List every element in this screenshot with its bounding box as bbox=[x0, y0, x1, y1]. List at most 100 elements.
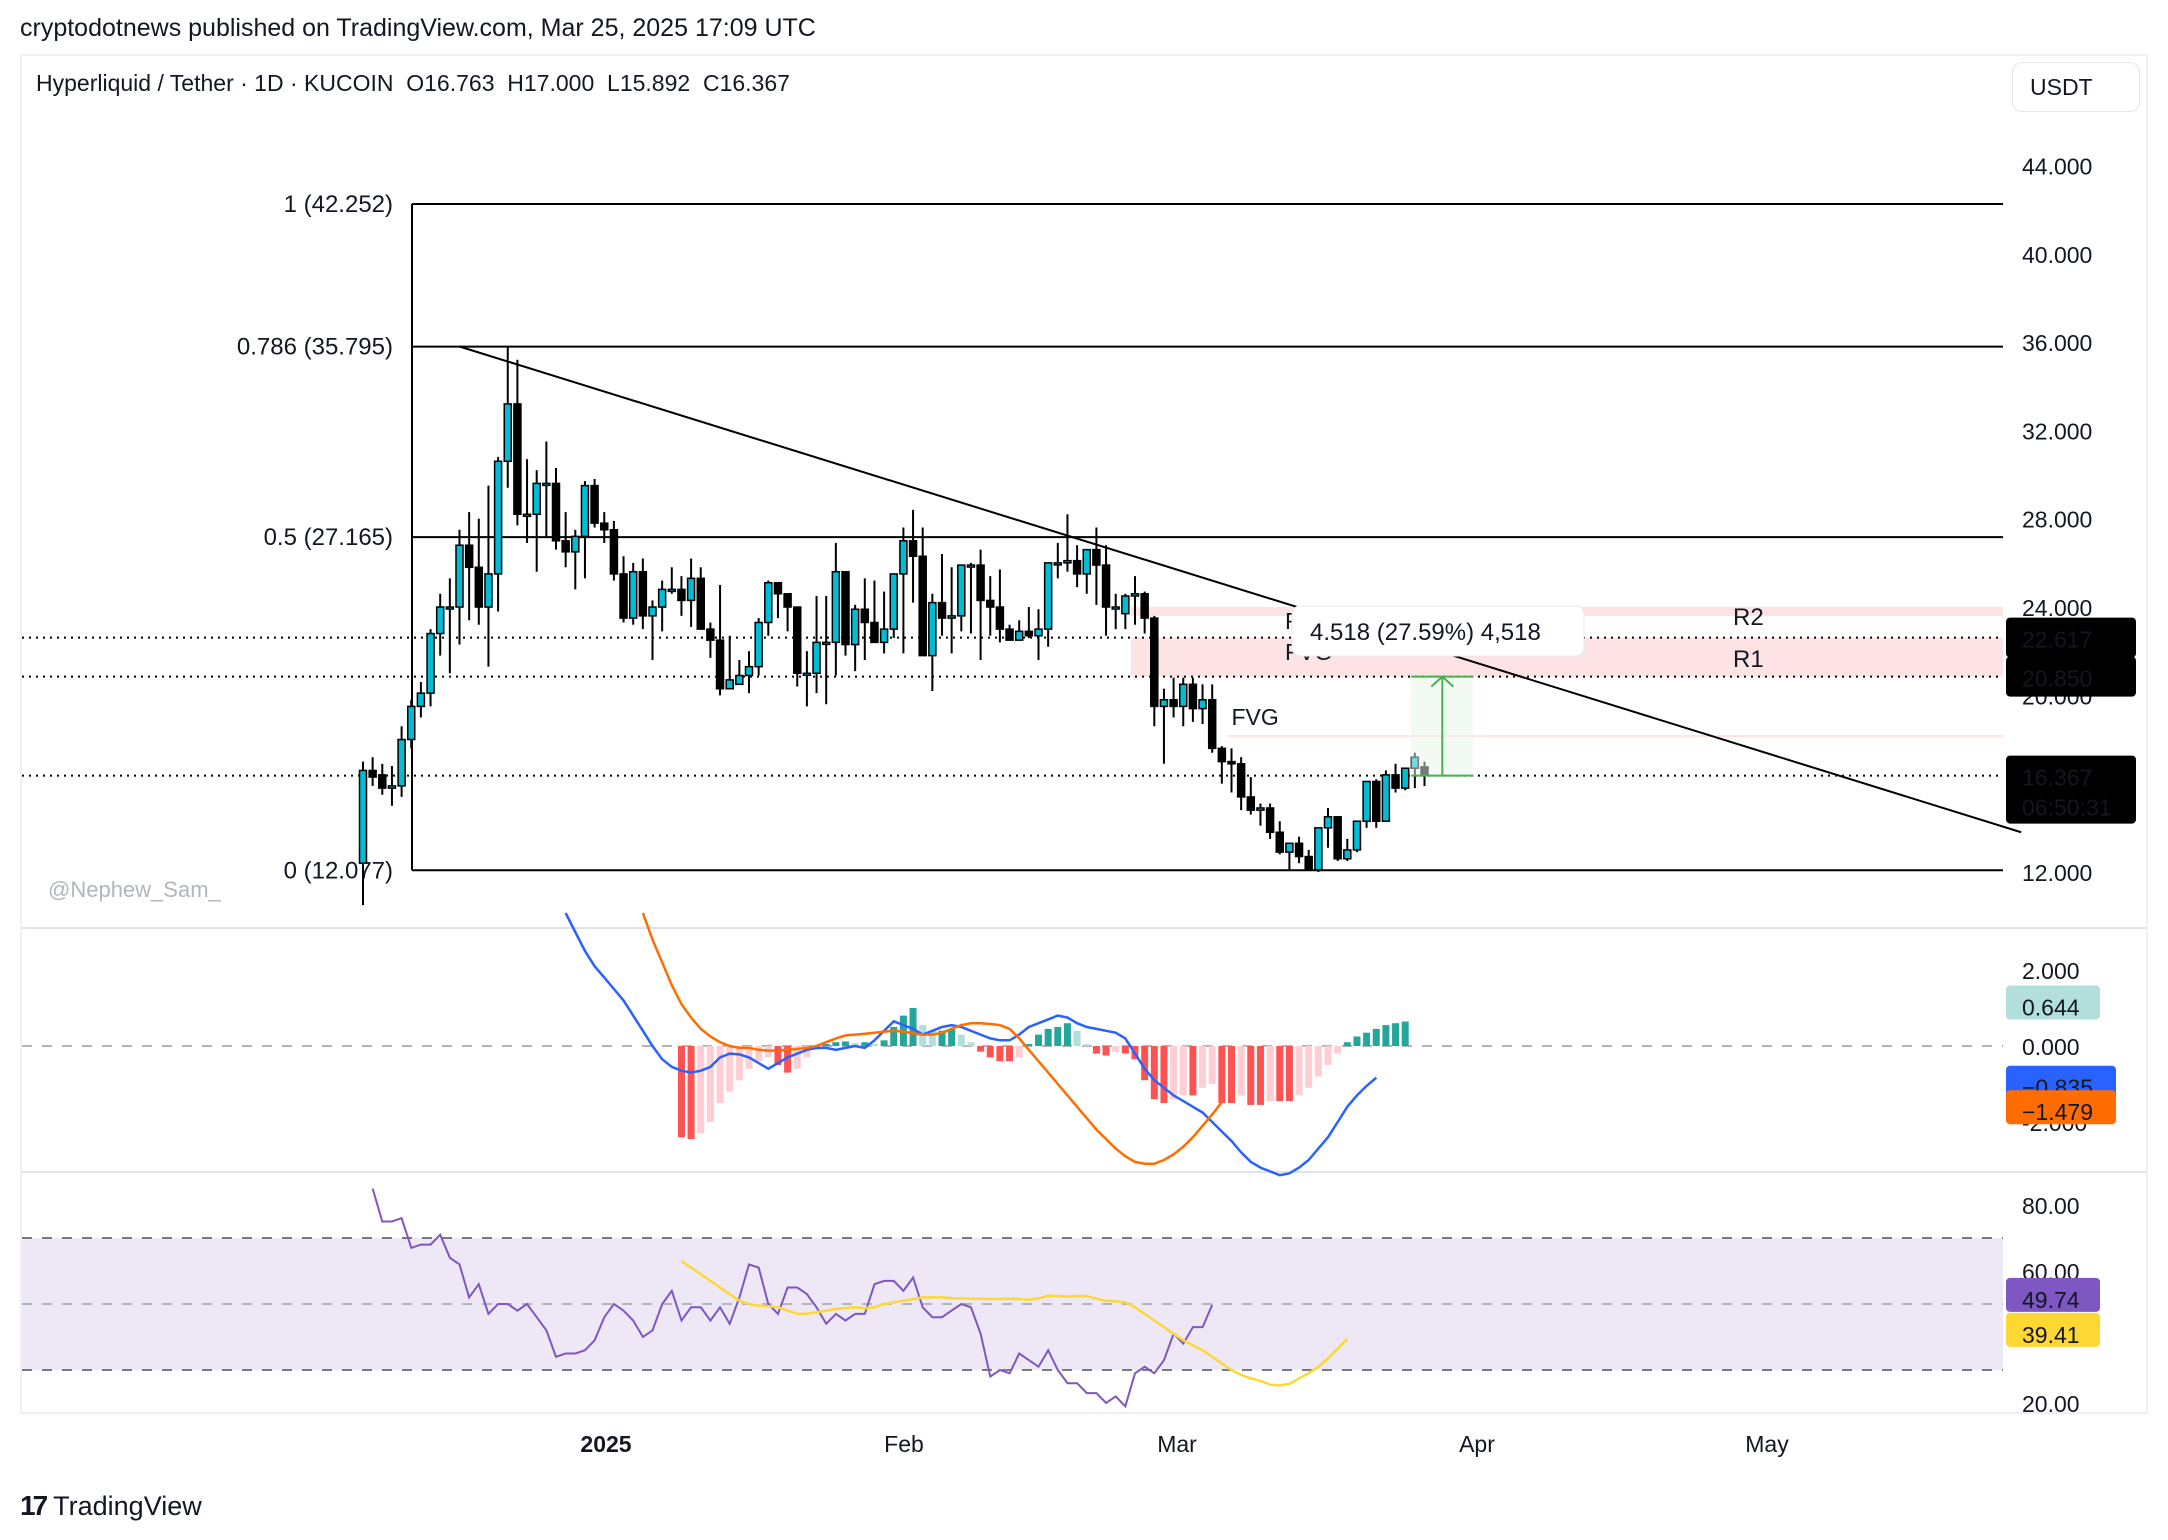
candle[interactable] bbox=[455, 544, 464, 608]
candle[interactable] bbox=[1198, 699, 1207, 710]
candle[interactable] bbox=[1333, 816, 1342, 860]
candle[interactable] bbox=[995, 606, 1005, 630]
candle[interactable] bbox=[503, 403, 512, 463]
candle[interactable] bbox=[445, 606, 455, 610]
candle[interactable] bbox=[619, 573, 628, 619]
candle[interactable] bbox=[435, 606, 445, 635]
candle[interactable] bbox=[1053, 562, 1063, 566]
candle[interactable] bbox=[657, 588, 667, 608]
footer-brand[interactable]: 17 TradingView bbox=[20, 1490, 202, 1522]
candle[interactable] bbox=[850, 608, 860, 646]
candle[interactable] bbox=[387, 785, 397, 789]
candle[interactable] bbox=[484, 573, 493, 608]
candle[interactable] bbox=[397, 738, 406, 787]
candle[interactable] bbox=[1063, 559, 1072, 564]
candle[interactable] bbox=[513, 403, 522, 516]
candle[interactable] bbox=[542, 482, 551, 487]
candle[interactable] bbox=[1150, 617, 1159, 708]
candle[interactable] bbox=[1024, 630, 1034, 637]
candle[interactable] bbox=[532, 482, 541, 516]
candle[interactable] bbox=[957, 564, 966, 617]
candle[interactable] bbox=[1343, 849, 1352, 860]
candle[interactable] bbox=[571, 535, 580, 553]
candle[interactable] bbox=[1005, 628, 1014, 641]
candle[interactable] bbox=[686, 577, 696, 602]
candle[interactable] bbox=[561, 540, 570, 553]
candle[interactable] bbox=[928, 601, 937, 657]
candle[interactable] bbox=[841, 570, 850, 646]
candle[interactable] bbox=[1130, 593, 1140, 597]
candle[interactable] bbox=[1121, 595, 1130, 615]
candle[interactable] bbox=[600, 522, 609, 531]
candle[interactable] bbox=[725, 679, 734, 690]
candle[interactable] bbox=[715, 639, 725, 690]
candle[interactable] bbox=[1256, 807, 1265, 811]
candle[interactable] bbox=[1072, 559, 1082, 575]
candle[interactable] bbox=[677, 588, 686, 602]
candle[interactable] bbox=[426, 632, 435, 694]
candle[interactable] bbox=[1217, 747, 1227, 763]
candle[interactable] bbox=[474, 566, 484, 608]
candle[interactable] bbox=[966, 564, 976, 568]
candle[interactable] bbox=[638, 570, 648, 617]
candle[interactable] bbox=[1014, 630, 1024, 641]
candle[interactable] bbox=[908, 540, 918, 558]
candle[interactable] bbox=[1111, 606, 1120, 610]
candle[interactable] bbox=[378, 774, 387, 789]
candle[interactable] bbox=[1188, 683, 1198, 710]
candle[interactable] bbox=[551, 482, 561, 542]
candle[interactable] bbox=[696, 577, 705, 630]
candle[interactable] bbox=[937, 601, 947, 619]
candle[interactable] bbox=[889, 573, 898, 630]
candle[interactable] bbox=[1101, 564, 1111, 608]
candle[interactable] bbox=[1285, 842, 1294, 853]
candle[interactable] bbox=[802, 672, 812, 677]
candle[interactable] bbox=[783, 593, 792, 608]
candle[interactable] bbox=[1314, 827, 1323, 871]
candle[interactable] bbox=[1391, 774, 1400, 789]
candle[interactable] bbox=[493, 460, 503, 575]
candle[interactable] bbox=[1372, 780, 1381, 822]
candle[interactable] bbox=[1207, 699, 1217, 750]
candle[interactable] bbox=[754, 621, 763, 668]
candle[interactable] bbox=[628, 570, 638, 619]
candle[interactable] bbox=[590, 484, 599, 524]
candle[interactable] bbox=[1265, 807, 1275, 834]
candle[interactable] bbox=[1275, 831, 1284, 853]
candle[interactable] bbox=[1304, 855, 1313, 871]
candle[interactable] bbox=[358, 769, 368, 864]
candle[interactable] bbox=[744, 665, 754, 677]
candle[interactable] bbox=[986, 599, 995, 608]
currency-button[interactable]: USDT bbox=[2012, 62, 2140, 112]
candle[interactable] bbox=[464, 544, 474, 569]
candle[interactable] bbox=[1082, 548, 1091, 575]
candle[interactable] bbox=[407, 705, 416, 741]
candle[interactable] bbox=[1043, 562, 1053, 630]
candle[interactable] bbox=[1246, 796, 1256, 811]
candle[interactable] bbox=[1400, 767, 1410, 789]
candle[interactable] bbox=[1362, 780, 1371, 822]
candle[interactable] bbox=[735, 674, 744, 686]
candle[interactable] bbox=[1140, 593, 1149, 619]
candle[interactable] bbox=[368, 769, 377, 778]
candle[interactable] bbox=[1034, 628, 1043, 637]
candle[interactable] bbox=[1323, 816, 1333, 829]
candle[interactable] bbox=[1294, 842, 1304, 858]
candle[interactable] bbox=[1381, 774, 1391, 822]
candle[interactable] bbox=[976, 564, 985, 602]
candle[interactable] bbox=[831, 570, 841, 644]
descending-trendline[interactable] bbox=[459, 345, 2022, 834]
candle[interactable] bbox=[918, 555, 927, 657]
candle[interactable] bbox=[667, 588, 677, 593]
candle[interactable] bbox=[879, 628, 889, 644]
candle[interactable] bbox=[1227, 760, 1236, 765]
candle[interactable] bbox=[870, 621, 879, 644]
candle[interactable] bbox=[1169, 699, 1178, 708]
candle[interactable] bbox=[706, 628, 715, 641]
candle[interactable] bbox=[773, 582, 783, 595]
candle[interactable] bbox=[764, 582, 773, 624]
candle[interactable] bbox=[947, 615, 956, 619]
candle[interactable] bbox=[860, 608, 870, 624]
candle[interactable] bbox=[821, 641, 831, 646]
